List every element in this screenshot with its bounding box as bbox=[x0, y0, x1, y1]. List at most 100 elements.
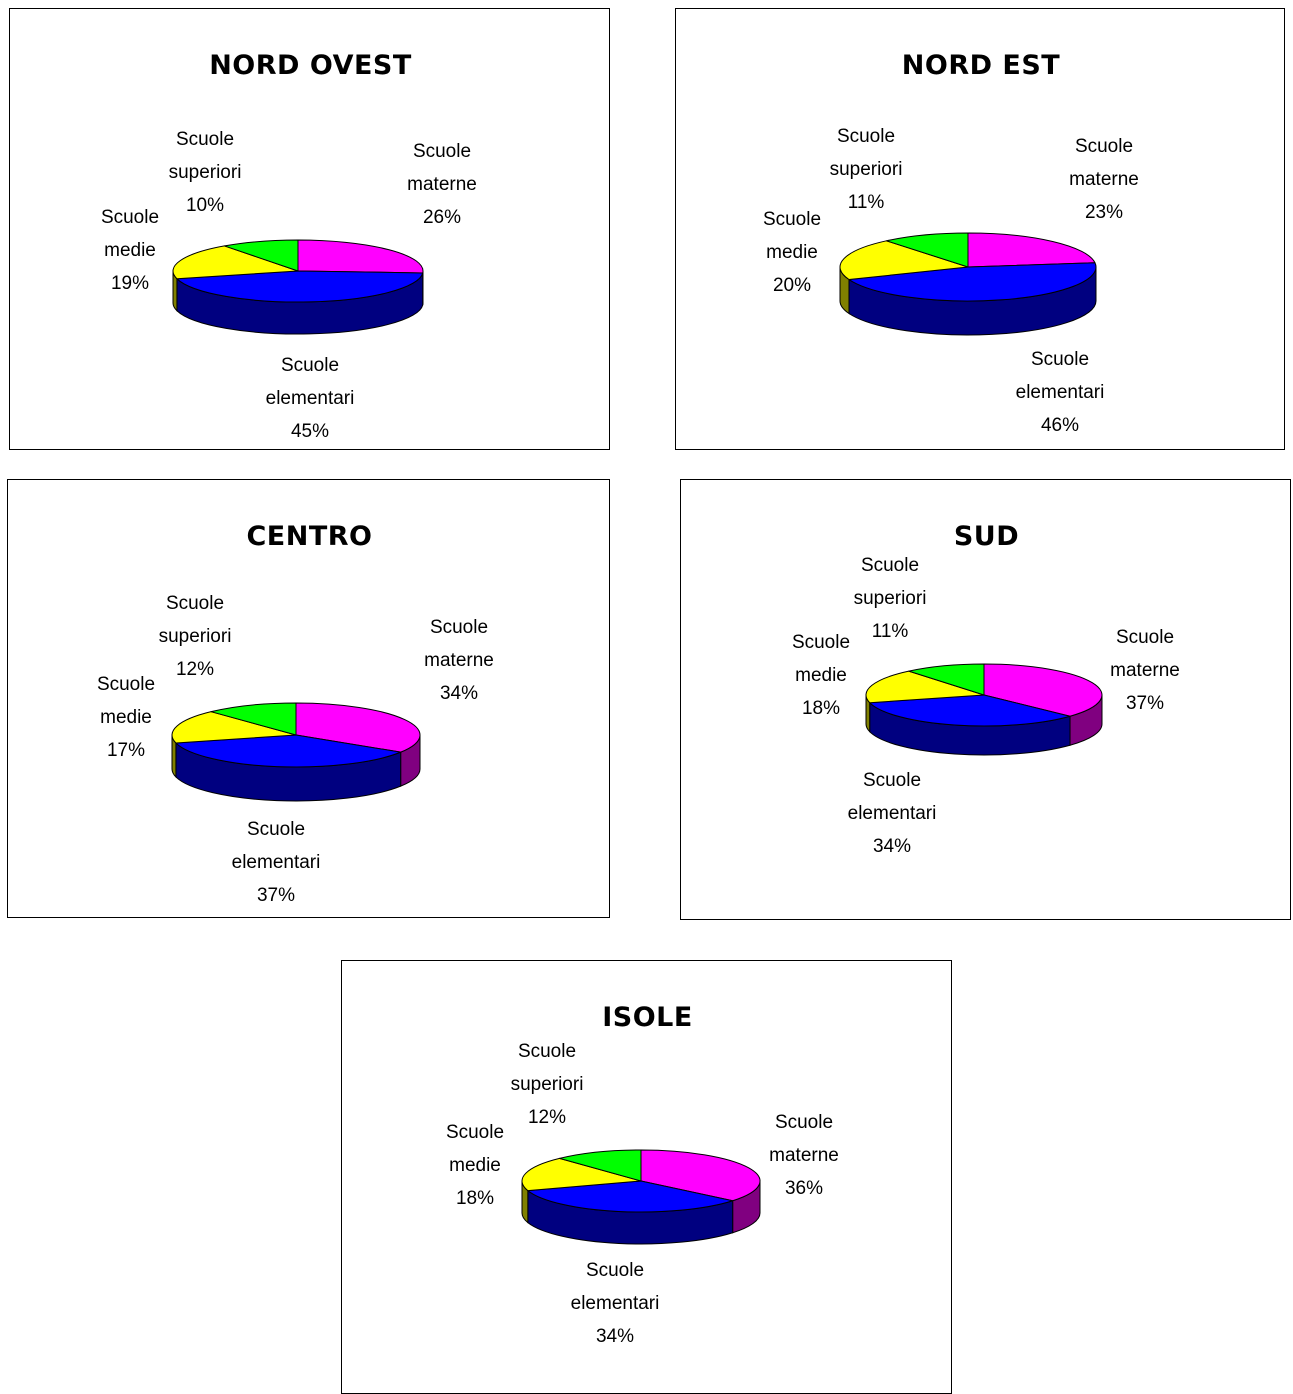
chart-title: CENTRO bbox=[246, 521, 372, 552]
data-label-line: elementari bbox=[1016, 382, 1105, 403]
data-label-line: Scuole bbox=[792, 632, 850, 653]
data-label-medie: Scuole medie 20% bbox=[763, 209, 821, 296]
data-label-line: superiori bbox=[830, 159, 903, 180]
data-label-line: Scuole bbox=[586, 1260, 644, 1281]
data-label-line: Scuole bbox=[763, 209, 821, 230]
data-label-percent: 17% bbox=[107, 740, 145, 761]
data-label-medie: Scuole medie 18% bbox=[792, 632, 850, 719]
data-label-line: Scuole bbox=[413, 141, 471, 162]
data-label-line: Scuole bbox=[101, 207, 159, 228]
chart-panel-isole: ISOLE Scuole materne 36% Scuole elementari 34%… bbox=[341, 960, 952, 1394]
chart-panel-sud: SUD Scuole materne 37% Scuole elementari 34% Sc… bbox=[680, 479, 1291, 920]
data-label-line: superiori bbox=[511, 1074, 584, 1095]
chart-panel-nord-est: NORD EST Scuole materne 23% Scuole elementari… bbox=[675, 8, 1285, 450]
data-label-elementari: Scuole elementari 37% bbox=[232, 819, 321, 906]
data-label-line: materne bbox=[424, 650, 494, 671]
data-label-materne: Scuole materne 36% bbox=[769, 1112, 839, 1199]
pie-slice-superiori bbox=[559, 1149, 642, 1182]
data-label-superiori: Scuole superiori 12% bbox=[159, 593, 232, 680]
data-label-percent: 10% bbox=[186, 195, 224, 216]
data-label-medie: Scuole medie 18% bbox=[446, 1122, 504, 1209]
data-label-percent: 20% bbox=[773, 275, 811, 296]
pie-depth-group bbox=[171, 734, 421, 802]
data-label-line: Scuole bbox=[863, 770, 921, 791]
data-label-percent: 12% bbox=[176, 659, 214, 680]
data-label-percent: 45% bbox=[291, 421, 329, 442]
data-label-line: elementari bbox=[848, 803, 937, 824]
pie-slice-superiori bbox=[210, 702, 297, 736]
pie-slice-elementari bbox=[527, 1180, 734, 1213]
data-label-line: Scuole bbox=[247, 819, 305, 840]
data-label-superiori: Scuole superiori 11% bbox=[854, 555, 927, 642]
data-label-line: elementari bbox=[266, 388, 355, 409]
data-label-elementari: Scuole elementari 34% bbox=[571, 1260, 660, 1347]
data-label-line: medie bbox=[766, 242, 818, 263]
pie-chart-svg: CENTRO Scuole materne 34% Scuole elementari 37… bbox=[97, 521, 494, 906]
data-label-percent: 18% bbox=[456, 1188, 494, 1209]
pie-slice-superiori bbox=[908, 663, 985, 696]
data-label-materne: Scuole materne 37% bbox=[1110, 627, 1180, 714]
data-label-line: Scuole bbox=[775, 1112, 833, 1133]
data-label-line: medie bbox=[449, 1155, 501, 1176]
pie-chart-svg: ISOLE Scuole materne 36% Scuole elementari 34%… bbox=[446, 1002, 839, 1347]
data-label-percent: 11% bbox=[872, 621, 909, 642]
data-label-line: Scuole bbox=[281, 355, 339, 376]
data-label-percent: 12% bbox=[528, 1107, 566, 1128]
data-label-line: Scuole bbox=[518, 1041, 576, 1062]
data-label-percent: 23% bbox=[1085, 202, 1123, 223]
data-label-line: materne bbox=[769, 1145, 839, 1166]
data-label-line: Scuole bbox=[1116, 627, 1174, 648]
data-label-percent: 18% bbox=[802, 698, 840, 719]
pie-slice-materne bbox=[640, 1149, 761, 1202]
data-label-superiori: Scuole superiori 11% bbox=[830, 126, 903, 213]
data-label-line: Scuole bbox=[97, 674, 155, 695]
data-label-medie: Scuole medie 17% bbox=[97, 674, 155, 761]
pie-chart-svg: NORD OVEST Scuole materne 26% Scuole elementa… bbox=[101, 50, 477, 442]
data-label-elementari: Scuole elementari 45% bbox=[266, 355, 355, 442]
pie-slice-medie bbox=[865, 670, 985, 704]
data-label-line: Scuole bbox=[1031, 349, 1089, 370]
data-label-line: Scuole bbox=[1075, 136, 1133, 157]
chart-title: ISOLE bbox=[602, 1002, 693, 1033]
pie-slice-elementari bbox=[869, 694, 1071, 727]
pie-slice-superiori bbox=[885, 232, 969, 268]
pie-slice-medie bbox=[839, 240, 969, 281]
data-label-percent: 26% bbox=[423, 207, 461, 228]
data-label-percent: 34% bbox=[440, 683, 478, 704]
data-label-line: materne bbox=[1110, 660, 1180, 681]
data-label-line: Scuole bbox=[430, 617, 488, 638]
chart-title: NORD EST bbox=[902, 50, 1061, 81]
pie-chart-svg: NORD EST Scuole materne 23% Scuole elementari… bbox=[763, 50, 1139, 436]
data-label-elementari: Scuole elementari 46% bbox=[1016, 349, 1105, 436]
data-label-materne: Scuole materne 23% bbox=[1069, 136, 1139, 223]
data-label-line: materne bbox=[407, 174, 477, 195]
data-label-percent: 37% bbox=[1126, 693, 1164, 714]
data-label-materne: Scuole materne 26% bbox=[407, 141, 477, 228]
data-label-line: Scuole bbox=[861, 555, 919, 576]
data-label-line: medie bbox=[104, 240, 156, 261]
pie-slice-medie bbox=[171, 711, 297, 744]
pie-slice-medie bbox=[172, 245, 299, 280]
pie-slice-elementari bbox=[175, 734, 402, 768]
data-label-superiori: Scuole superiori 10% bbox=[169, 129, 242, 216]
pie-slice-materne bbox=[983, 663, 1103, 717]
pie-slice-materne bbox=[967, 232, 1096, 268]
data-label-percent: 11% bbox=[848, 192, 885, 213]
data-label-percent: 34% bbox=[873, 836, 911, 857]
data-label-line: Scuole bbox=[446, 1122, 504, 1143]
chart-title: SUD bbox=[954, 521, 1019, 552]
data-label-line: superiori bbox=[854, 588, 927, 609]
data-label-medie: Scuole medie 19% bbox=[101, 207, 159, 294]
data-label-materne: Scuole materne 34% bbox=[424, 617, 494, 704]
data-label-percent: 37% bbox=[257, 885, 295, 906]
chart-panel-nord-ovest: NORD OVEST Scuole materne 26% Scuole elementa… bbox=[9, 8, 610, 450]
chart-panel-centro: CENTRO Scuole materne 34% Scuole elementari 37… bbox=[7, 479, 610, 918]
data-label-line: elementari bbox=[571, 1293, 660, 1314]
data-label-line: superiori bbox=[169, 162, 242, 183]
data-label-line: medie bbox=[795, 665, 847, 686]
data-label-line: materne bbox=[1069, 169, 1139, 190]
data-label-elementari: Scuole elementari 34% bbox=[848, 770, 937, 857]
chart-title: NORD OVEST bbox=[209, 50, 412, 81]
data-label-line: Scuole bbox=[176, 129, 234, 150]
